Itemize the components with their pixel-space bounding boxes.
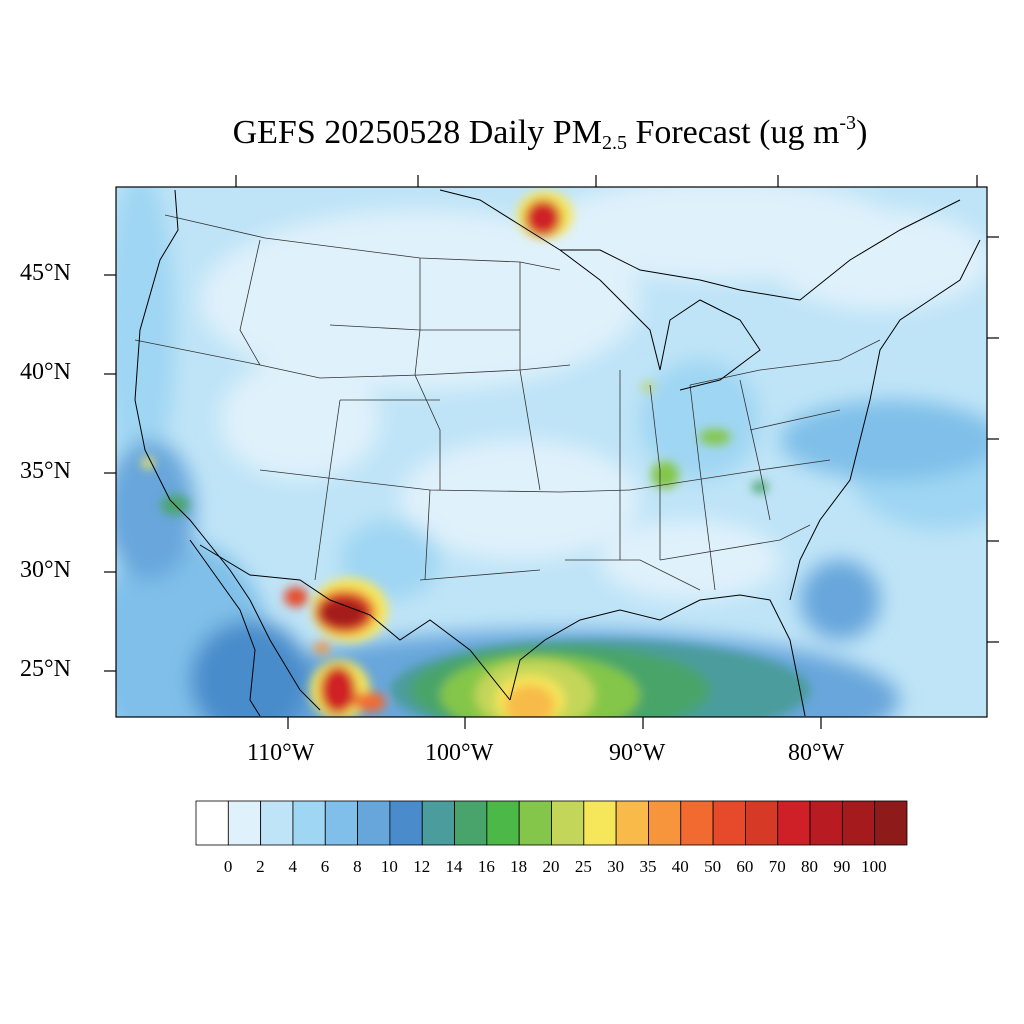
colorbar-swatch: [551, 800, 585, 846]
colorbar-tick-label: 50: [704, 857, 722, 876]
colorbar-tick-label: 90: [833, 857, 851, 876]
colorbar-swatch: [615, 800, 649, 846]
lon-label-100: 100°W: [425, 740, 494, 766]
colorbar-tick-label: 20: [542, 857, 560, 876]
colorbar-tick-label: 35: [639, 857, 657, 876]
lat-label-30: 30°N: [20, 557, 71, 583]
colorbar-swatch: [486, 800, 520, 846]
colorbar-tick-label: 14: [445, 857, 463, 876]
colorbar-swatch: [745, 800, 779, 846]
coastlines: [134, 189, 981, 717]
title-middle: Forecast (ug m: [626, 114, 840, 151]
colorbar-tick-label: 70: [768, 857, 786, 876]
colorbar-tick-label: 40: [671, 857, 689, 876]
colorbar-tick-label: 16: [477, 857, 495, 876]
colorbar-swatch: [777, 800, 811, 846]
title-subscript: 2.5: [601, 132, 627, 154]
colorbar-swatch: [874, 800, 908, 846]
lat-label-45: 45°N: [20, 260, 71, 286]
colorbar-swatch: [324, 800, 358, 846]
colorbar-tick-label: 2: [256, 857, 265, 876]
lon-label-110: 110°W: [247, 740, 315, 766]
colorbar-tick-label: 4: [288, 857, 297, 876]
colorbar-swatch: [648, 800, 682, 846]
colorbar-tick-label: 25: [574, 857, 592, 876]
axis-ticks: [104, 175, 999, 729]
colorbar-swatch: [421, 800, 455, 846]
colorbar-tick-label: 18: [510, 857, 528, 876]
colorbar-swatch: [357, 800, 391, 846]
lon-label-90: 90°W: [609, 740, 666, 766]
colorbar-tick-label: 12: [413, 857, 431, 876]
colorbar-swatch: [389, 800, 423, 846]
title-superscript: -3: [839, 112, 857, 134]
colorbar-tick-label: 80: [801, 857, 819, 876]
colorbar-swatch: [583, 800, 617, 846]
concentration-field: [116, 187, 987, 717]
colorbar-swatch: [454, 800, 488, 846]
state-borders: [134, 214, 881, 591]
colorbar-swatch: [712, 800, 746, 846]
colorbar-swatch: [260, 800, 294, 846]
colorbar-swatch: [195, 800, 229, 846]
colorbar-swatch: [227, 800, 262, 846]
lat-label-35: 35°N: [20, 458, 71, 484]
title-suffix: ): [856, 114, 868, 151]
colorbar-tick-label: 10: [380, 857, 398, 876]
colorbar: [195, 800, 908, 846]
colorbar-tick-label: 6: [320, 857, 330, 876]
map-title: GEFS 20250528 Daily PM2.5 Forecast (ug m…: [0, 112, 1024, 155]
title-prefix: GEFS 20250528 Daily PM: [232, 114, 602, 151]
colorbar-swatch: [292, 800, 326, 846]
colorbar-tick-label: 8: [353, 857, 362, 876]
colorbar-tick-label: 30: [607, 857, 625, 876]
colorbar-swatch: [518, 800, 552, 846]
colorbar-swatch: [841, 800, 876, 846]
colorbar-tick-label: 60: [736, 857, 754, 876]
colorbar-swatch: [680, 800, 714, 846]
map-frame: [115, 186, 988, 718]
lat-label-40: 40°N: [20, 359, 71, 385]
lat-label-25: 25°N: [20, 656, 71, 682]
colorbar-tick-label: 100: [861, 857, 887, 876]
colorbar-tick-label: 0: [223, 857, 233, 876]
lon-label-80: 80°W: [788, 740, 845, 766]
colorbar-swatch: [809, 800, 843, 846]
